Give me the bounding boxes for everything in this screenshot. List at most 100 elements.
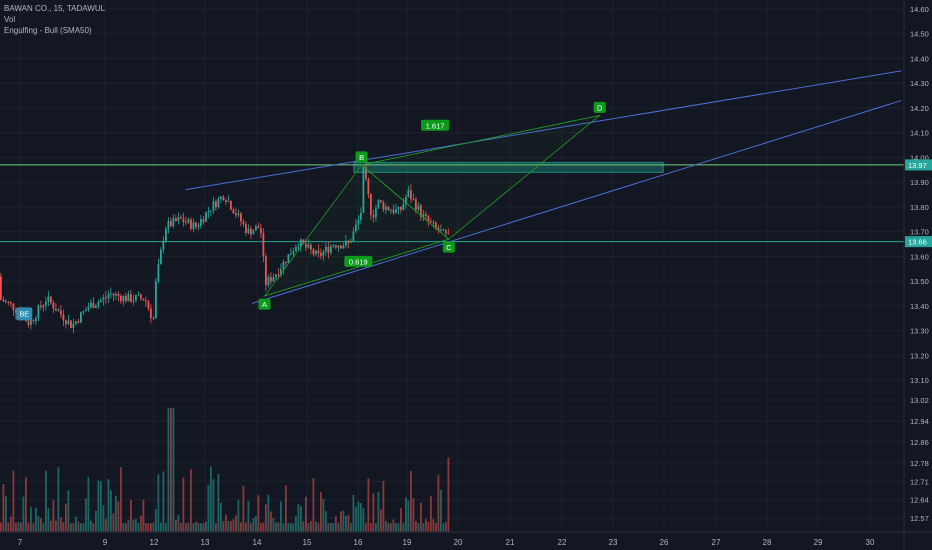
- volume-bar: [67, 490, 70, 532]
- time-tick-label: 7: [18, 538, 23, 547]
- candle-body: [7, 301, 10, 303]
- candlesticks: [0, 161, 450, 334]
- time-tick-label: 19: [403, 538, 412, 547]
- candle-body: [442, 229, 445, 231]
- volume-bar: [285, 485, 287, 532]
- volume-bar: [277, 522, 280, 532]
- candle-body: [340, 245, 342, 249]
- volume-bar: [195, 521, 197, 532]
- candle-body: [342, 245, 345, 249]
- volume-legend[interactable]: Vol: [4, 15, 16, 24]
- candle-body: [10, 302, 12, 304]
- candle-body: [247, 228, 250, 234]
- volume-bar: [270, 511, 272, 532]
- candle-body: [120, 296, 122, 302]
- candle-body: [267, 277, 270, 286]
- volume-bar: [22, 496, 25, 532]
- candle-body: [252, 230, 255, 235]
- signal-badge: [16, 307, 33, 321]
- volume-bar: [297, 504, 300, 532]
- candle-body: [27, 321, 30, 325]
- volume-bar: [220, 502, 222, 532]
- candle-body: [360, 212, 362, 220]
- candle-body: [127, 293, 130, 302]
- price-tick-label: 13.80: [910, 203, 929, 212]
- candle-body: [242, 221, 245, 225]
- volume-bar: [257, 495, 260, 532]
- volume-bar: [140, 515, 142, 532]
- candle-body: [225, 200, 227, 202]
- candle-body: [195, 222, 197, 227]
- candle-body: [415, 199, 417, 210]
- time-tick-label: 12: [150, 538, 159, 547]
- volume-bar: [65, 503, 67, 532]
- volume-bar: [45, 470, 47, 532]
- harmonic-pattern[interactable]: A B C D 1.617 0.619 BE: [16, 101, 606, 321]
- volume-bar: [240, 522, 242, 532]
- volume-bar: [265, 504, 267, 532]
- candle-body: [387, 206, 390, 211]
- candle-body: [80, 312, 82, 323]
- volume-bar: [342, 510, 345, 532]
- volume-bar: [0, 522, 2, 532]
- candle-body: [435, 222, 437, 228]
- harmonic-point-label: D: [597, 103, 603, 112]
- volume-bar: [440, 489, 442, 532]
- volume-bar: [147, 523, 150, 532]
- price-tick-label: 14.40: [910, 54, 929, 63]
- volume-bar: [412, 498, 415, 532]
- candle-body: [290, 254, 292, 256]
- candle-body: [35, 318, 37, 322]
- candle-body: [67, 320, 70, 325]
- candle-body: [190, 219, 192, 229]
- volume-bar: [237, 499, 240, 532]
- volume-bar: [10, 516, 12, 532]
- volume-tick-label: 12.94: [910, 417, 929, 426]
- volume-bar: [442, 523, 445, 532]
- volume-bar: [77, 521, 80, 532]
- volume-bar: [130, 499, 132, 532]
- volume-tick-label: 12.57: [910, 514, 929, 523]
- candle-body: [422, 214, 425, 217]
- volume-bar: [15, 522, 17, 532]
- volume-bar: [322, 498, 325, 532]
- candle-body: [250, 228, 252, 235]
- price-tick-label: 13.70: [910, 228, 929, 237]
- volume-bar: [405, 497, 407, 532]
- candle-body: [400, 206, 402, 210]
- trendlines[interactable]: [185, 70, 902, 304]
- candle-body: [305, 243, 307, 248]
- volume-bar: [300, 506, 302, 532]
- volume-bar: [367, 478, 370, 532]
- volume-bar: [387, 522, 390, 532]
- candle-body: [445, 229, 447, 234]
- resistance-zone[interactable]: [353, 161, 664, 173]
- candle-body: [160, 249, 162, 265]
- candle-body: [365, 167, 367, 180]
- volume-bar: [62, 522, 65, 532]
- candle-body: [77, 321, 80, 323]
- candle-body: [240, 213, 242, 222]
- candle-body: [112, 293, 115, 296]
- candle-body: [447, 233, 450, 235]
- volume-bar: [187, 522, 190, 532]
- candle-body: [32, 320, 35, 322]
- volume-bar: [395, 523, 397, 532]
- volume-bar: [202, 523, 205, 532]
- volume-bar: [170, 407, 172, 532]
- candle-body: [87, 307, 90, 310]
- volume-bar: [407, 500, 410, 532]
- candle-body: [412, 199, 415, 201]
- volume-bar: [20, 522, 22, 532]
- volume-bar: [145, 523, 147, 532]
- volume-bar: [232, 519, 235, 532]
- volume-bar: [122, 522, 125, 532]
- candle-body: [97, 301, 100, 306]
- candle-body: [150, 308, 152, 319]
- symbol-title[interactable]: BAWAN CO., 15, TADAWUL: [4, 4, 106, 13]
- indicator-legend[interactable]: Engulfing - Bull (SMA50): [4, 26, 92, 35]
- price-tick-label: 14.30: [910, 79, 929, 88]
- candle-body: [265, 256, 267, 286]
- candle-body: [402, 203, 405, 210]
